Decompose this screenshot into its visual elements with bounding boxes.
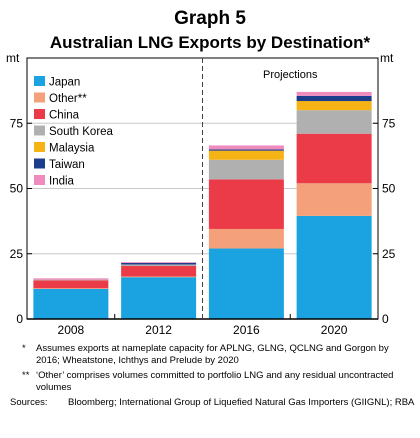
footnotes: * Assumes exports at nameplate capacity … (10, 343, 415, 409)
y-tick-label-right-50: 50 (382, 182, 396, 196)
bar-2020-india (296, 91, 372, 96)
bar-2020-japan (296, 215, 372, 319)
legend-swatch-south-korea (34, 125, 45, 136)
bar-2020-china (296, 133, 372, 184)
bar-2012-other (121, 276, 197, 278)
y-tick-label-left-0: 0 (16, 312, 23, 326)
y-tick-label-right-0: 0 (382, 312, 389, 326)
bar-2012-india (121, 262, 197, 263)
bar-2012-south-korea (121, 264, 197, 267)
legend-label-malaysia: Malaysia (49, 143, 95, 155)
legend-swatch-other (34, 92, 45, 103)
bar-2008-india (33, 278, 109, 280)
y-tick-label-left-50: 50 (10, 182, 24, 196)
bar-2008-other (33, 288, 109, 289)
bar-2016-other (208, 228, 284, 249)
bar-2016-china (208, 179, 284, 229)
axis-labels: Projections mt mt 0 0 25 25 50 50 75 75 2008 2012 201… (6, 51, 396, 337)
chart-subtitle: Australian LNG Exports by Destination* (49, 33, 371, 52)
legend-label-other: Other** (49, 93, 87, 105)
bar-2012-japan (121, 277, 197, 319)
y-unit-left: mt (6, 51, 20, 65)
bar-2016-india (208, 145, 284, 150)
footnote-1-mark: * (22, 343, 26, 354)
bar-2008-china (33, 280, 109, 289)
legend-label-india: India (49, 176, 75, 188)
x-tick-label-2016: 2016 (233, 323, 260, 337)
sources-text: Bloomberg; International Group of Liquef… (68, 397, 415, 408)
legend-label-south-korea: South Korea (49, 126, 114, 138)
bar-2020-taiwan (296, 95, 372, 102)
y-tick-label-right-25: 25 (382, 247, 396, 261)
legend-swatch-taiwan (34, 158, 45, 169)
bar-2016-south-korea (208, 159, 284, 180)
bar-2020-south-korea (296, 110, 372, 134)
footnote-1-text: Assumes exports at nameplate capacity fo… (36, 343, 389, 366)
x-tick-label-2008: 2008 (58, 323, 85, 337)
legend-swatch-japan (34, 76, 45, 86)
legend-swatch-india (34, 175, 45, 185)
y-tick-label-right-75: 75 (382, 116, 396, 130)
footnote-2-mark: ** (22, 370, 30, 381)
bar-2016-taiwan (208, 149, 284, 151)
legend-label-china: China (49, 110, 80, 122)
footnote-2-text: ‘Other’ comprises volumes committed to p… (36, 370, 394, 393)
y-unit-right: mt (380, 51, 394, 65)
legend-label-taiwan: Taiwan (49, 159, 85, 171)
bar-2016-malaysia (208, 150, 284, 160)
y-tick-label-left-25: 25 (10, 247, 24, 261)
x-tick-label-2012: 2012 (145, 323, 172, 337)
sources: Sources: Bloomberg; International Group … (10, 397, 415, 409)
legend-swatch-china (34, 109, 45, 119)
bar-2008-south-korea (33, 279, 109, 281)
sources-label: Sources: (10, 397, 48, 408)
chart-title: Graph 5 (174, 8, 246, 29)
legend: Japan Other** China South Korea Malaysia Taiw… (34, 76, 114, 188)
projection-label: Projections (263, 69, 318, 81)
bar-2020-malaysia (296, 101, 372, 111)
plot-frame (26, 57, 379, 320)
footnote-1: * Assumes exports at nameplate capacity … (10, 343, 415, 367)
bar-2016-japan (208, 248, 284, 319)
footnote-2: ** ‘Other’ comprises volumes committed t… (10, 370, 415, 394)
x-tick-label-2020: 2020 (321, 323, 348, 337)
bar-2012-china (121, 266, 197, 277)
legend-swatch-malaysia (34, 142, 45, 152)
bar-2020-other (296, 183, 372, 216)
y-tick-label-left-75: 75 (10, 116, 24, 130)
bar-2012-taiwan (121, 262, 197, 265)
bars (33, 91, 372, 319)
legend-label-japan: Japan (49, 77, 80, 89)
bar-2008-japan (33, 288, 109, 319)
